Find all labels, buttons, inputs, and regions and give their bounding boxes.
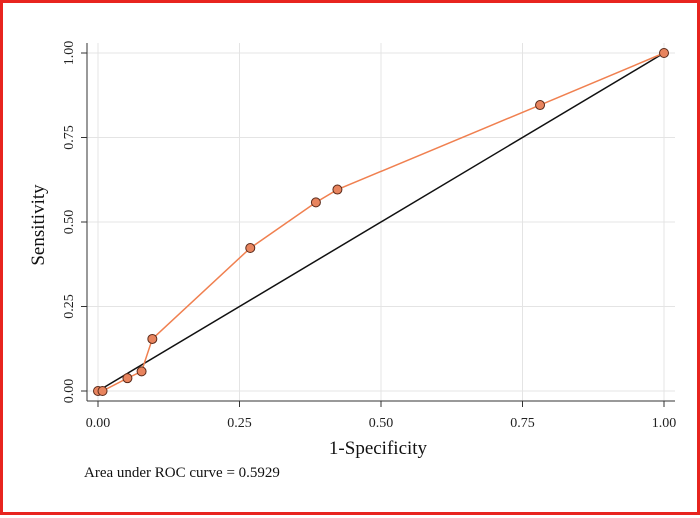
y-tick-label-1: 0.25 [62,294,77,319]
x-tick-label-3: 0.75 [510,416,535,431]
y-axis-title: Sensitivity [28,184,49,266]
y-tick-label-2: 0.50 [62,210,77,235]
roc-point-1 [97,386,108,396]
grid [87,43,675,401]
y-ticks: 0.00 0.25 0.50 0.75 1.00 [62,41,87,404]
roc-point-8 [535,100,546,111]
y-tick-label-3: 0.75 [62,125,77,150]
roc-points [93,48,669,396]
roc-point-5 [245,243,256,254]
y-tick-label-0: 0.00 [62,379,77,404]
roc-point-7 [332,184,343,195]
y-tick-label-4: 1.00 [62,41,77,66]
x-tick-label-4: 1.00 [652,416,677,431]
auc-note: Area under ROC curve = 0.5929 [84,465,280,481]
x-tick-label-0: 0.00 [86,416,111,431]
roc-point-2 [122,373,133,384]
x-tick-label-2: 0.50 [369,416,394,431]
roc-point-6 [310,197,321,208]
roc-point-4 [147,333,158,344]
x-ticks: 0.00 0.25 0.50 0.75 1.00 [86,401,677,431]
roc-curve-line [98,52,665,392]
roc-point-9 [659,48,669,58]
roc-chart: 0.00 0.25 0.50 0.75 1.00 0.00 0.25 0.50 0.75 1.0… [28,41,677,481]
roc-point-3 [136,366,147,377]
x-axis-title: 1-Specificity [329,438,428,459]
reference-diagonal-line [97,52,665,392]
x-tick-label-1: 0.25 [227,416,252,431]
